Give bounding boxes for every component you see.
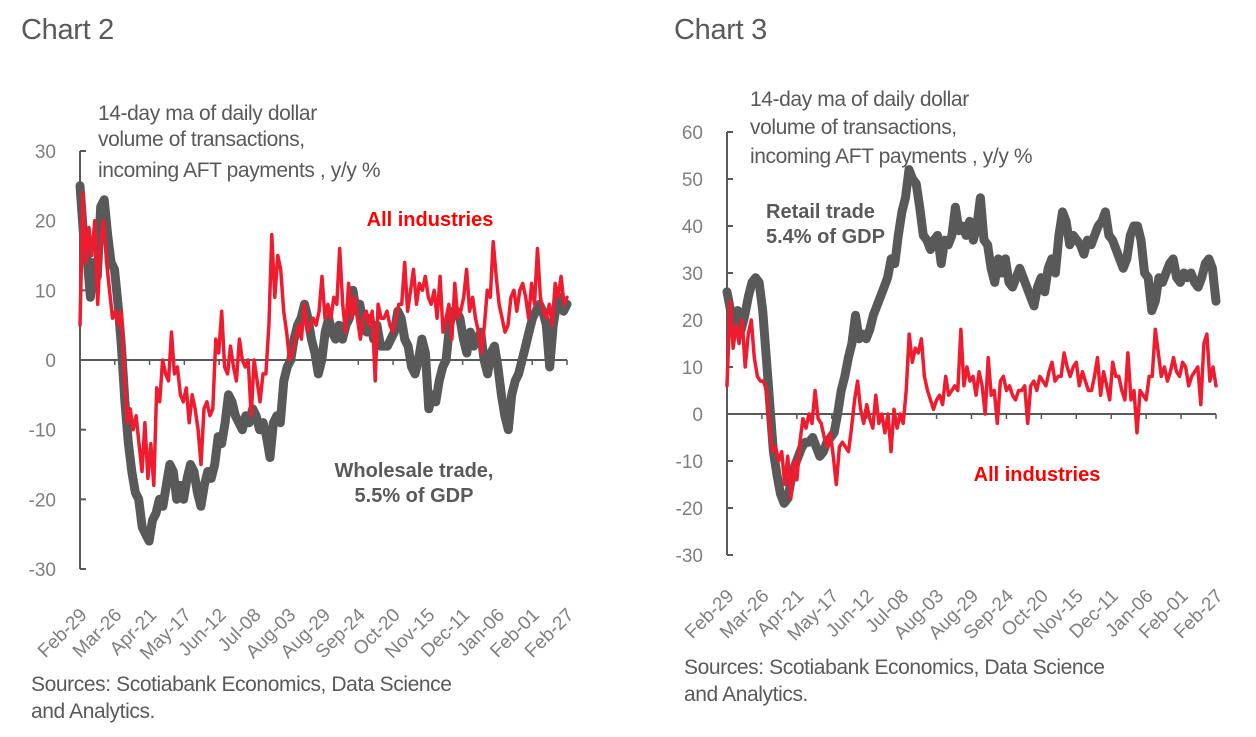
series-line-wholesale-trade	[75, 181, 572, 546]
chart-subtitle-line: 14-day ma of daily dollar	[98, 102, 317, 125]
y-tick-label: -10	[29, 421, 56, 442]
chart-title: Chart 3	[674, 14, 767, 46]
y-tick-label: 30	[682, 264, 703, 285]
chart-subtitle-line: incoming AFT payments , y/y %	[750, 145, 1032, 168]
chart-subtitle-line: incoming AFT payments , y/y %	[98, 159, 380, 182]
y-tick-label: 60	[682, 123, 703, 144]
y-tick-label: -30	[29, 560, 56, 581]
source-line-1: Sources: Scotiabank Economics, Data Scie…	[684, 656, 1105, 679]
y-tick-label: -20	[29, 490, 56, 511]
chart-2-panel: Chart 2 14-day ma of daily dollar volume …	[21, 14, 579, 725]
series-line-all-industries	[725, 299, 1218, 501]
y-tick-label: 40	[682, 217, 703, 238]
y-tick-label: 10	[682, 358, 703, 379]
y-tick-label: 20	[682, 311, 703, 332]
y-tick-label: -20	[676, 499, 703, 520]
source-note: Sources: Scotiabank Economics, Data Scie…	[31, 671, 452, 725]
chart-2-plot: 14-day ma of daily dollar volume of trans…	[29, 102, 579, 664]
series-line-all-industries	[78, 191, 569, 488]
chart-title: Chart 2	[21, 14, 114, 46]
y-tick-label: 0	[45, 351, 56, 372]
series-line-retail-trade	[722, 165, 1221, 508]
y-tick-label: 10	[35, 281, 56, 302]
series-annotation: Wholesale trade,	[335, 460, 494, 482]
series-annotation: 5.4% of GDP	[766, 226, 885, 248]
chart-3-panel: Chart 3 14-day ma of daily dollar volume …	[628, 0, 1256, 737]
chart-subtitle-line: volume of transactions,	[750, 116, 957, 139]
series-annotation: Retail trade	[766, 201, 875, 223]
chart-3-plot: 14-day ma of daily dollar volume of trans…	[676, 88, 1228, 645]
series-annotation: 5.5% of GDP	[355, 485, 474, 507]
chart-subtitle-line: volume of transactions,	[98, 128, 305, 151]
source-line-1: Sources: Scotiabank Economics, Data Scie…	[31, 673, 452, 696]
y-tick-label: 20	[35, 212, 56, 233]
chart-subtitle-line: 14-day ma of daily dollar	[750, 88, 969, 111]
y-tick-label: 0	[692, 405, 703, 426]
source-note: Sources: Scotiabank Economics, Data Scie…	[684, 654, 1105, 708]
source-line-2: and Analytics.	[31, 700, 155, 723]
series-annotation: All industries	[974, 464, 1101, 486]
y-tick-label: -10	[676, 452, 703, 473]
source-line-2: and Analytics.	[684, 683, 808, 706]
y-tick-label: -30	[676, 546, 703, 567]
y-tick-label: 50	[682, 170, 703, 191]
series-annotation: All industries	[367, 209, 494, 231]
y-tick-label: 30	[35, 142, 56, 163]
